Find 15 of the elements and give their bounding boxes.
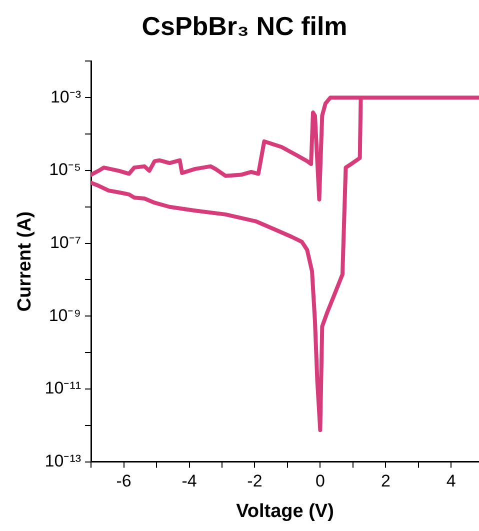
- y-tick-label: 10⁻⁵: [49, 160, 82, 180]
- y-tick-label: 10⁻¹³: [44, 451, 82, 470]
- x-tick-label: -2: [247, 472, 262, 491]
- x-tick-label: -6: [116, 472, 132, 491]
- x-axis-title: Voltage (V): [236, 500, 334, 522]
- x-tick-label: 0: [315, 472, 325, 491]
- y-tick-label: 10⁻⁹: [48, 306, 82, 325]
- y-tick-label: 10⁻¹¹: [44, 378, 82, 398]
- y-tick-label: 10⁻⁷: [50, 232, 82, 252]
- x-tick-label: 4: [446, 472, 456, 491]
- x-tick-label: -4: [182, 472, 197, 491]
- chart-title: CsPbBr₃ NC film: [142, 10, 348, 41]
- y-tick-label: 10⁻³: [50, 87, 82, 106]
- x-tick-label: 2: [380, 472, 390, 491]
- y-axis-title: Current (A): [14, 211, 36, 312]
